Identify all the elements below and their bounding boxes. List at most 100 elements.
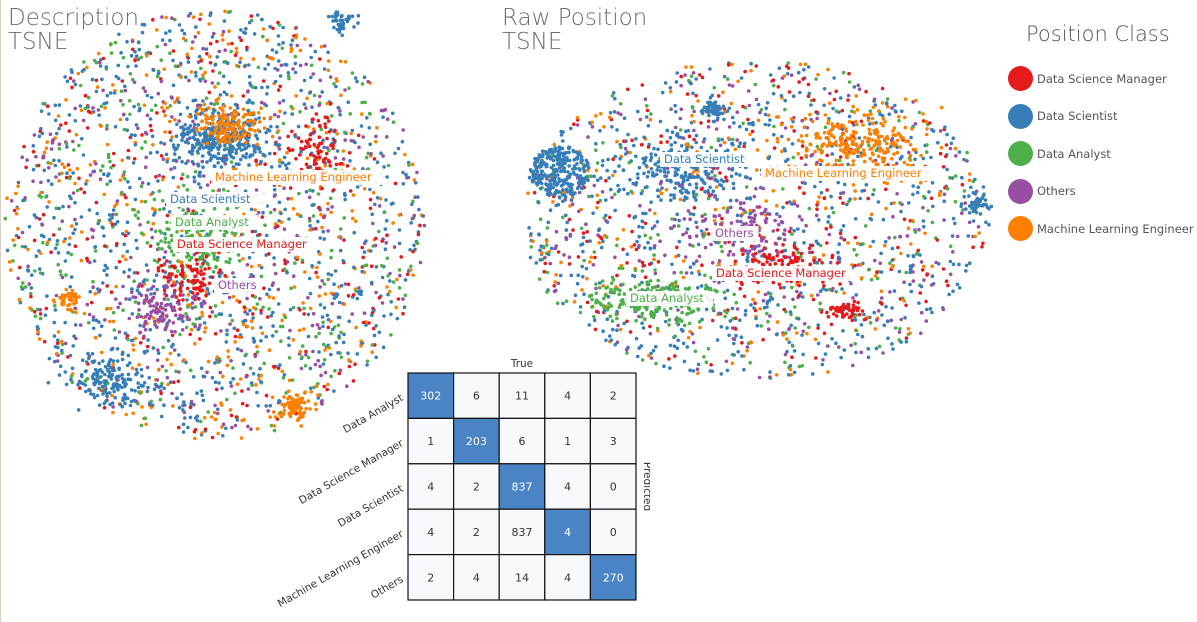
scatter-point (123, 88, 128, 93)
scatter-point (119, 89, 124, 93)
scatter-point (385, 285, 389, 289)
scatter-point (175, 280, 179, 284)
scatter-point (156, 269, 161, 273)
scatter-point (263, 223, 267, 227)
scatter-point (185, 255, 189, 259)
scatter-point (131, 47, 135, 52)
scatter-point (286, 71, 291, 75)
scatter-point (44, 195, 48, 199)
scatter-point (329, 352, 333, 357)
scatter-point (363, 100, 367, 105)
scatter-point (217, 357, 222, 361)
scatter-point (186, 207, 190, 211)
scatter-point (971, 219, 976, 223)
scatter-point (211, 121, 215, 126)
scatter-point (170, 391, 174, 396)
scatter-point (892, 289, 897, 293)
scatter-point (592, 183, 597, 188)
scatter-point (92, 169, 97, 174)
scatter-point (938, 129, 943, 133)
scatter-point (177, 370, 181, 374)
scatter-point (163, 240, 167, 244)
scatter-point (151, 284, 156, 289)
scatter-point (233, 167, 238, 171)
scatter-point (111, 405, 115, 409)
scatter-point (402, 305, 407, 310)
scatter-point (810, 372, 815, 376)
scatter-point (113, 395, 117, 400)
scatter-point (924, 307, 929, 312)
scatter-point (850, 121, 855, 125)
scatter-point (68, 353, 73, 358)
scatter-point (717, 280, 721, 285)
scatter-point (374, 324, 378, 328)
scatter-point (279, 339, 283, 344)
scatter-point (267, 295, 272, 299)
scatter-point (924, 150, 929, 154)
scatter-point (96, 108, 101, 112)
scatter-point (727, 333, 731, 338)
scatter-point (298, 397, 302, 401)
scatter-point (71, 231, 75, 236)
scatter-point (179, 132, 184, 137)
scatter-point (277, 200, 282, 205)
scatter-point (70, 224, 74, 228)
scatter-point (735, 213, 740, 218)
scatter-point (710, 176, 714, 180)
scatter-point (239, 38, 243, 42)
scatter-point (309, 75, 313, 80)
scatter-point (254, 158, 258, 163)
scatter-point (272, 410, 276, 414)
scatter-point (211, 132, 216, 136)
scatter-point (218, 93, 223, 97)
scatter-point (869, 212, 874, 217)
scatter-point (925, 143, 929, 147)
scatter-point (584, 222, 588, 226)
scatter-point (144, 155, 148, 160)
scatter-point (846, 93, 851, 98)
scatter-point (899, 340, 903, 344)
scatter-point (145, 295, 149, 300)
scatter-point (615, 243, 619, 248)
scatter-point (338, 109, 342, 113)
scatter-point (155, 44, 160, 49)
scatter-point (212, 410, 217, 415)
scatter-point (312, 202, 316, 207)
scatter-point (594, 286, 598, 291)
scatter-point (132, 80, 137, 84)
scatter-point (251, 305, 256, 310)
scatter-point (200, 431, 204, 435)
raw-position-tsne-title: Raw Position TSNE (502, 6, 647, 54)
scatter-point (898, 327, 902, 331)
scatter-point (924, 319, 929, 323)
scatter-point (292, 285, 297, 289)
scatter-point (641, 326, 646, 330)
scatter-point (247, 133, 252, 137)
scatter-point (696, 286, 700, 290)
scatter-point (580, 242, 585, 246)
scatter-point (168, 277, 173, 282)
scatter-point (637, 259, 642, 263)
scatter-point (194, 258, 199, 262)
scatter-point (289, 49, 293, 54)
scatter-point (289, 196, 294, 201)
scatter-point (893, 109, 898, 113)
scatter-point (134, 54, 139, 58)
scatter-point (337, 235, 341, 239)
scatter-point (389, 300, 394, 304)
scatter-point (652, 244, 657, 248)
scatter-point (217, 271, 221, 275)
scatter-point (111, 310, 116, 315)
scatter-point (260, 100, 264, 105)
scatter-point (152, 258, 157, 263)
scatter-point (122, 392, 127, 397)
scatter-point (669, 226, 673, 230)
scatter-point (203, 267, 207, 271)
scatter-point (351, 216, 355, 221)
scatter-point (273, 79, 278, 84)
scatter-point (355, 185, 360, 189)
scatter-point (921, 156, 926, 161)
scatter-point (165, 357, 169, 362)
scatter-point (413, 195, 418, 199)
scatter-point (234, 162, 239, 166)
